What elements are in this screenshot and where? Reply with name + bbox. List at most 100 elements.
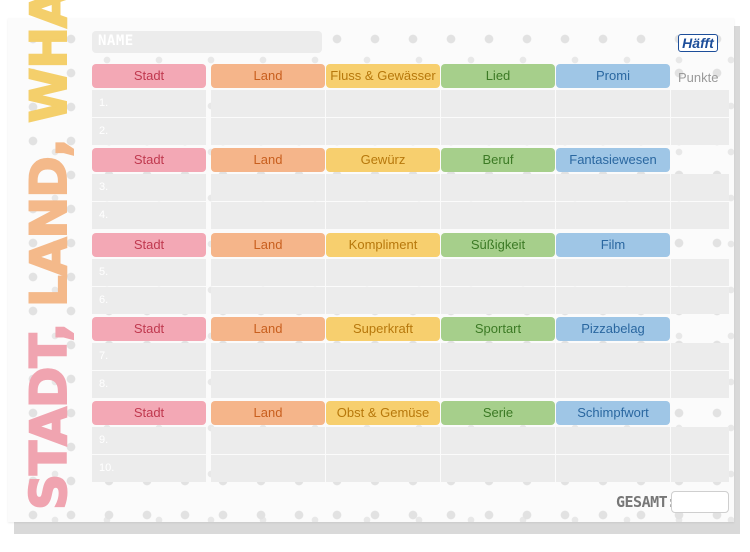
row-number: 9. xyxy=(99,434,109,446)
answer-field[interactable] xyxy=(556,427,670,454)
points-field[interactable] xyxy=(671,90,729,117)
answer-field[interactable] xyxy=(92,202,206,229)
answer-field[interactable] xyxy=(211,427,325,454)
name-label: NAME xyxy=(98,33,134,49)
points-column-label: Punkte xyxy=(678,70,719,85)
answer-field[interactable] xyxy=(441,343,555,370)
answer-field[interactable] xyxy=(326,202,440,229)
row-number: 3. xyxy=(99,181,109,193)
row-number: 5. xyxy=(99,266,109,278)
category-header: Pizzabelag xyxy=(556,317,670,341)
answer-field[interactable] xyxy=(92,371,206,398)
answer-field[interactable] xyxy=(441,90,555,117)
category-header: Land xyxy=(211,317,325,341)
category-header: Fluss & Gewässer xyxy=(326,64,440,88)
answer-field[interactable] xyxy=(556,371,670,398)
game-title: STADT, LAND, WHAT? xyxy=(19,0,79,511)
answer-field[interactable] xyxy=(92,90,206,117)
answer-field[interactable] xyxy=(211,90,325,117)
answer-field[interactable] xyxy=(326,371,440,398)
answer-field[interactable] xyxy=(441,427,555,454)
points-field[interactable] xyxy=(671,287,729,314)
title-part: STADT, xyxy=(19,307,79,511)
answer-field[interactable] xyxy=(92,287,206,314)
answer-field[interactable] xyxy=(211,174,325,201)
answer-field[interactable] xyxy=(92,343,206,370)
title-part: WHAT? xyxy=(19,0,79,124)
row-number: 8. xyxy=(99,378,109,390)
row-number: 1. xyxy=(99,97,109,109)
answer-field[interactable] xyxy=(92,118,206,145)
points-field[interactable] xyxy=(671,371,729,398)
answer-field[interactable] xyxy=(556,287,670,314)
haefft-logo: Häfft xyxy=(678,34,718,52)
answer-field[interactable] xyxy=(326,259,440,286)
answer-field[interactable] xyxy=(441,371,555,398)
answer-field[interactable] xyxy=(326,118,440,145)
category-header: Stadt xyxy=(92,401,206,425)
points-field[interactable] xyxy=(671,118,729,145)
category-header: Beruf xyxy=(441,148,555,172)
points-field[interactable] xyxy=(671,427,729,454)
category-header: Süßigkeit xyxy=(441,233,555,257)
answer-field[interactable] xyxy=(326,455,440,482)
row-number: 4. xyxy=(99,209,109,221)
answer-field[interactable] xyxy=(211,259,325,286)
category-header: Land xyxy=(211,233,325,257)
answer-field[interactable] xyxy=(441,118,555,145)
category-header: Superkraft xyxy=(326,317,440,341)
answer-field[interactable] xyxy=(556,118,670,145)
points-field[interactable] xyxy=(671,259,729,286)
answer-field[interactable] xyxy=(211,343,325,370)
category-header: Promi xyxy=(556,64,670,88)
row-number: 2. xyxy=(99,125,109,137)
answer-field[interactable] xyxy=(326,427,440,454)
answer-field[interactable] xyxy=(92,455,206,482)
total-field[interactable] xyxy=(671,491,729,513)
category-header: Stadt xyxy=(92,233,206,257)
answer-field[interactable] xyxy=(556,259,670,286)
answer-field[interactable] xyxy=(211,371,325,398)
answer-field[interactable] xyxy=(556,174,670,201)
answer-field[interactable] xyxy=(92,259,206,286)
row-number: 7. xyxy=(99,350,109,362)
answer-field[interactable] xyxy=(211,455,325,482)
answer-field[interactable] xyxy=(441,202,555,229)
category-header: Serie xyxy=(441,401,555,425)
title-part: LAND, xyxy=(19,122,79,308)
points-field[interactable] xyxy=(671,202,729,229)
category-header: Lied xyxy=(441,64,555,88)
points-field[interactable] xyxy=(671,174,729,201)
category-header: Fantasiewesen xyxy=(556,148,670,172)
points-field[interactable] xyxy=(671,343,729,370)
answer-field[interactable] xyxy=(441,174,555,201)
row-number: 6. xyxy=(99,294,109,306)
answer-field[interactable] xyxy=(556,202,670,229)
category-header: Kompliment xyxy=(326,233,440,257)
answer-field[interactable] xyxy=(211,202,325,229)
answer-field[interactable] xyxy=(211,118,325,145)
category-header: Film xyxy=(556,233,670,257)
answer-field[interactable] xyxy=(92,427,206,454)
category-header: Land xyxy=(211,148,325,172)
answer-field[interactable] xyxy=(441,455,555,482)
answer-field[interactable] xyxy=(326,343,440,370)
category-header: Stadt xyxy=(92,148,206,172)
answer-field[interactable] xyxy=(556,90,670,117)
points-field[interactable] xyxy=(671,455,729,482)
answer-field[interactable] xyxy=(556,343,670,370)
name-field[interactable] xyxy=(92,31,322,53)
answer-field[interactable] xyxy=(326,90,440,117)
answer-field[interactable] xyxy=(326,174,440,201)
category-header: Stadt xyxy=(92,317,206,341)
answer-field[interactable] xyxy=(211,287,325,314)
category-header: Stadt xyxy=(92,64,206,88)
category-header: Obst & Gemüse xyxy=(326,401,440,425)
answer-field[interactable] xyxy=(92,174,206,201)
answer-field[interactable] xyxy=(441,259,555,286)
answer-field[interactable] xyxy=(556,455,670,482)
answer-field[interactable] xyxy=(441,287,555,314)
row-number: 10. xyxy=(99,462,115,474)
category-header: Sportart xyxy=(441,317,555,341)
answer-field[interactable] xyxy=(326,287,440,314)
